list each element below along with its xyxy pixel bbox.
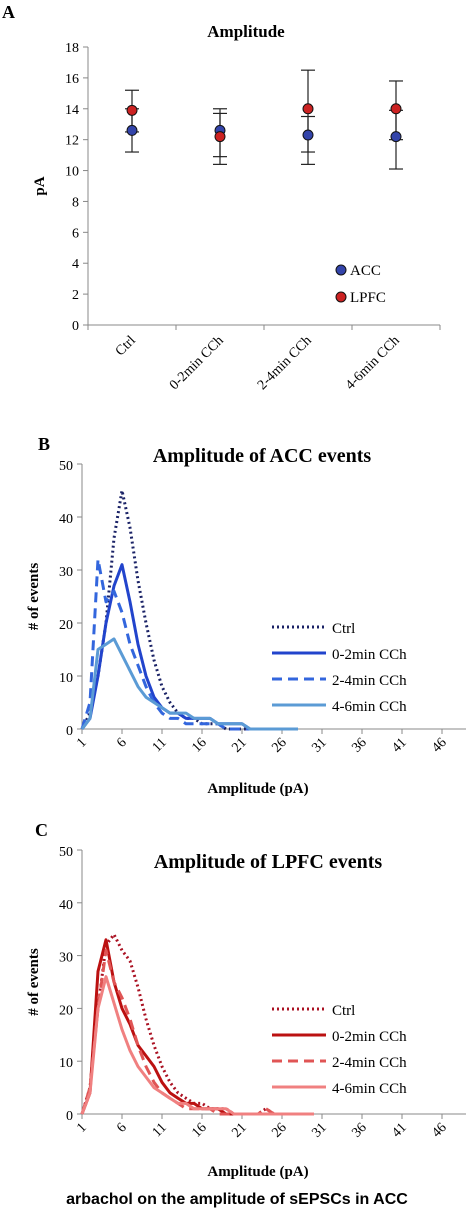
data-point	[126, 104, 138, 116]
x-tick-label: 1	[74, 1120, 90, 1136]
legend-marker	[335, 291, 347, 303]
y-tick-label: 40	[59, 512, 73, 527]
x-tick-label: 46	[429, 735, 450, 756]
x-tick-label: 4-6min CCh	[343, 333, 403, 393]
y-tick-label: 2	[72, 288, 79, 303]
x-tick-label: 2-4min CCh	[255, 333, 315, 393]
panel-a: A Amplitude 0 2 4 6 8 10 12 14 16 18 pA Ctrl 0-2min CC…	[2, 2, 441, 393]
y-axis-label: # of events	[26, 563, 42, 631]
x-tick-label: 26	[269, 1120, 290, 1141]
x-tick-label: 0-2min CCh	[167, 333, 227, 393]
legend-label: LPFC	[350, 290, 386, 306]
series-line	[80, 489, 290, 731]
chart-title: Amplitude	[207, 22, 285, 41]
legend-label: 2-4min CCh	[332, 673, 407, 689]
y-tick-label: 20	[59, 1003, 73, 1018]
legend-label: 0-2min CCh	[332, 647, 407, 663]
x-axis-label: Amplitude (pA)	[207, 781, 308, 797]
y-tick-label: 50	[59, 459, 73, 474]
y-tick-label: 0	[66, 724, 73, 739]
y-tick-label: 14	[65, 103, 79, 118]
data-point	[390, 103, 402, 115]
data-point	[214, 131, 226, 143]
x-tick-label: 11	[150, 1120, 170, 1140]
x-tick-label: 36	[349, 1120, 370, 1141]
y-tick-label: 20	[59, 618, 73, 633]
y-tick-label: 10	[59, 671, 73, 686]
x-tick-label: 16	[189, 735, 210, 756]
y-tick-label: 40	[59, 898, 73, 913]
chart-title: Amplitude of ACC events	[153, 445, 372, 467]
y-tick-label: 30	[59, 951, 73, 966]
x-tick-label: 16	[189, 1120, 210, 1141]
data-point	[302, 129, 314, 141]
series-line	[80, 933, 298, 1116]
y-tick-label: 50	[59, 845, 73, 860]
y-tick-label: 12	[65, 134, 79, 149]
x-tick-label: 21	[229, 735, 250, 756]
series-line	[80, 563, 274, 731]
y-tick-label: 10	[59, 1056, 73, 1071]
legend-label: 0-2min CCh	[332, 1029, 407, 1045]
y-tick-label: 10	[65, 165, 79, 180]
legend-label: 4-6min CCh	[332, 1081, 407, 1097]
legend-label: 2-4min CCh	[332, 1055, 407, 1071]
x-axis-label: Amplitude (pA)	[207, 1164, 308, 1180]
series-line	[80, 975, 314, 1116]
y-axis-label: pA	[32, 176, 48, 195]
data-point	[390, 131, 402, 143]
legend-label: ACC	[350, 263, 381, 279]
y-tick-label: 18	[65, 41, 79, 56]
x-tick-label: Ctrl	[113, 333, 139, 359]
x-tick-label: 6	[114, 735, 130, 751]
legend-label: Ctrl	[332, 1003, 355, 1019]
chart-title: Amplitude of LPFC events	[154, 851, 383, 873]
x-tick-label: 31	[309, 735, 330, 756]
x-tick-label: 11	[150, 735, 170, 755]
legend-label: Ctrl	[332, 621, 355, 637]
y-tick-label: 0	[72, 319, 79, 334]
series-line	[80, 938, 282, 1116]
y-tick-label: 8	[72, 195, 79, 210]
figure-caption: arbachol on the amplitude of sEPSCs in A…	[66, 1191, 408, 1208]
x-tick-label: 1	[74, 735, 90, 751]
x-tick-label: 41	[389, 735, 410, 756]
x-tick-label: 6	[114, 1120, 130, 1136]
panel-letter: C	[35, 820, 48, 840]
x-tick-label: 21	[229, 1120, 250, 1141]
data-point	[126, 124, 138, 136]
y-tick-label: 4	[72, 257, 79, 272]
x-tick-label: 46	[429, 1120, 450, 1141]
x-tick-label: 26	[269, 735, 290, 756]
y-tick-label: 16	[65, 72, 79, 87]
series-line	[80, 637, 298, 731]
x-tick-label: 36	[349, 735, 370, 756]
y-tick-label: 30	[59, 565, 73, 580]
y-tick-label: 0	[66, 1109, 73, 1124]
y-tick-label: 6	[72, 226, 79, 241]
x-tick-label: 41	[389, 1120, 410, 1141]
legend-marker	[335, 264, 347, 276]
panel-letter: A	[2, 2, 15, 22]
x-tick-label: 31	[309, 1120, 330, 1141]
panel-letter: B	[38, 434, 50, 454]
y-axis-label: # of events	[26, 948, 42, 1016]
series-line	[80, 557, 282, 731]
legend-label: 4-6min CCh	[332, 699, 407, 715]
data-point	[302, 103, 314, 115]
